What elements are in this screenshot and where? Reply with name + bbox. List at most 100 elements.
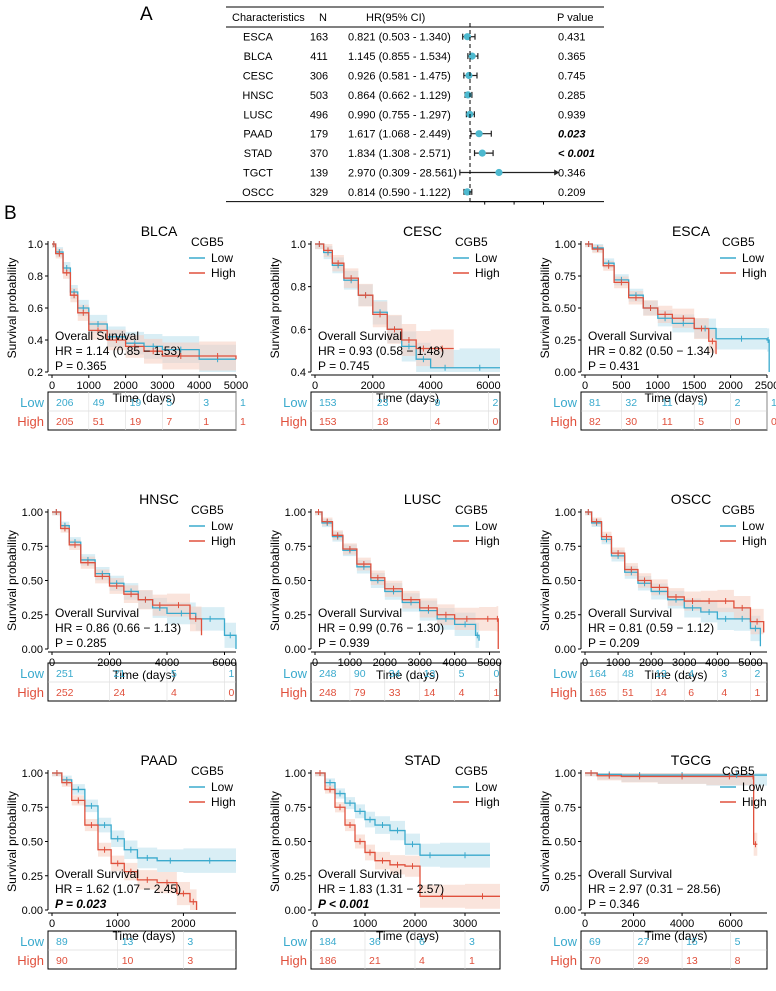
km-title: HNSC (139, 491, 179, 507)
km-y-label: Survival probability (5, 258, 19, 359)
km-y-tick-label: 0.75 (22, 541, 43, 553)
km-y-tick-label: 0.50 (22, 837, 43, 849)
km-risk-high-count: 14 (655, 687, 667, 699)
km-legend-high: High (475, 534, 500, 548)
km-x-tick-label: 3000 (150, 380, 174, 392)
km-low-band (52, 773, 236, 874)
forest-row-n: 139 (310, 168, 328, 180)
km-legend-low: Low (211, 780, 233, 794)
km-risk-high-count: 51 (622, 687, 634, 699)
km-risk-low-count: 251 (56, 668, 74, 680)
km-x-tick-label: 0 (312, 380, 318, 392)
km-x-tick-label: 0 (49, 918, 55, 930)
km-x-tick-label: 4000 (670, 918, 694, 930)
km-hr-label: HR = 1.83 (1.31 − 2.57) (318, 882, 444, 896)
km-x-label: Time (days) (376, 391, 439, 405)
forest-row-hr: 0.990 (0.755 - 1.297) (348, 109, 451, 121)
km-risk-low-count: 206 (56, 397, 74, 409)
km-y-tick-label: 0.8 (28, 271, 43, 283)
km-risk-high-count: 21 (369, 955, 381, 967)
forest-row-p: 0.346 (558, 168, 586, 180)
km-risk-low-count: 69 (589, 936, 601, 948)
km-y-tick-label: 0.00 (22, 644, 43, 656)
km-risk-high-count: 82 (589, 416, 601, 428)
km-os-label: Overall Survival (318, 867, 402, 881)
forest-row-hr: 0.814 (0.590 - 1.122) (348, 187, 451, 199)
km-legend-high: High (211, 795, 236, 809)
km-panel-blca: BLCA 0.2 0.4 0.6 0.8 1.0 0 1000 2000 3000 4000 5000… (5, 223, 248, 431)
km-y-tick-label: 0.6 (28, 303, 43, 315)
km-risk-low-label: Low (20, 666, 44, 681)
km-risk-high-count: 29 (638, 955, 650, 967)
km-x-label: Time (days) (113, 668, 176, 682)
km-legend-title: CGB5 (455, 503, 488, 517)
km-risk-high-count: 1 (754, 687, 760, 699)
km-y-tick-label: 0.75 (22, 802, 43, 814)
forest-row-p: 0.431 (558, 32, 586, 44)
km-risk-low-count: 1 (240, 397, 246, 409)
km-hr-label: HR = 0.99 (0.76 − 1.30) (318, 621, 444, 635)
km-risk-high-count: 30 (625, 416, 637, 428)
km-title: BLCA (141, 223, 178, 239)
km-risk-high-label: High (550, 685, 577, 700)
km-low-curve (52, 772, 236, 862)
km-p-label: P = 0.431 (588, 359, 640, 373)
km-risk-high-count: 4 (171, 687, 177, 699)
km-y-label: Survival probability (538, 258, 552, 359)
km-risk-low-count: 34 (389, 668, 401, 680)
km-p-label: P = 0.939 (318, 636, 370, 650)
forest-row-hr: 0.821 (0.503 - 1.340) (348, 32, 451, 44)
km-y-tick-label: 1.00 (285, 507, 306, 519)
km-x-label: Time (days) (376, 929, 439, 943)
km-high-band (585, 773, 758, 858)
forest-point (465, 71, 473, 80)
km-risk-low-count: 3 (721, 668, 727, 680)
forest-row-name: PAAD (243, 129, 272, 141)
km-risk-low-count: 21 (114, 668, 126, 680)
km-risk-high-count: 5 (698, 416, 704, 428)
panel-b-label: B (4, 203, 17, 224)
km-risk-low-count: 11 (662, 397, 673, 409)
km-y-tick-label: 1.00 (555, 507, 576, 519)
km-risk-low-count: 6 (419, 936, 425, 948)
forest-row-p: 0.209 (558, 187, 586, 199)
forest-row-n: 370 (310, 148, 328, 160)
km-x-tick-label: 0 (582, 380, 588, 392)
km-hr-label: HR = 2.97 (0.31 − 28.56) (588, 882, 721, 896)
km-risk-low-count: 19 (130, 397, 142, 409)
forest-row-n: 163 (310, 32, 328, 44)
km-risk-low-count: 1 (229, 668, 235, 680)
km-x-tick-label: 3000 (453, 918, 477, 930)
forest-row-p: 0.365 (558, 51, 586, 63)
forest-ci-arrow (554, 169, 560, 176)
km-risk-high-count: 1 (494, 687, 500, 699)
km-low-band (315, 773, 490, 869)
km-legend-title: CGB5 (722, 235, 755, 249)
km-risk-low-count: 2 (754, 668, 760, 680)
km-y-tick-label: 1.00 (555, 239, 576, 251)
km-risk-high-count: 79 (354, 687, 366, 699)
forest-row-n: 329 (310, 187, 328, 199)
forest-row-n: 179 (310, 129, 328, 141)
km-risk-high-count: 0 (771, 416, 776, 428)
forest-row-hr: 1.834 (1.308 - 2.571) (348, 148, 451, 160)
km-y-tick-label: 0.75 (555, 802, 576, 814)
forest-point (495, 168, 503, 177)
km-high-curve (315, 511, 499, 649)
km-legend-high: High (475, 266, 500, 280)
km-y-tick-label: 0.50 (555, 303, 576, 315)
km-hr-label: HR = 0.93 (0.58 − 1.48) (318, 344, 444, 358)
km-risk-high-count: 19 (130, 416, 142, 428)
km-risk-high-count: 0 (492, 416, 498, 428)
forest-row-p: < 0.001 (558, 148, 595, 160)
km-risk-high-count: 13 (686, 955, 698, 967)
km-risk-high-label: High (280, 953, 307, 968)
km-y-label: Survival probability (268, 791, 282, 892)
km-x-tick-label: 6000 (476, 380, 500, 392)
km-legend-high: High (742, 795, 767, 809)
km-p-label: P = 0.023 (55, 897, 107, 911)
km-risk-low-count: 2 (492, 397, 498, 409)
km-panel-stad: STAD 0.00 0.25 0.50 0.75 1.00 0 1000 2000 3000 Tim… (268, 752, 501, 970)
km-risk-low-label: Low (20, 395, 44, 410)
